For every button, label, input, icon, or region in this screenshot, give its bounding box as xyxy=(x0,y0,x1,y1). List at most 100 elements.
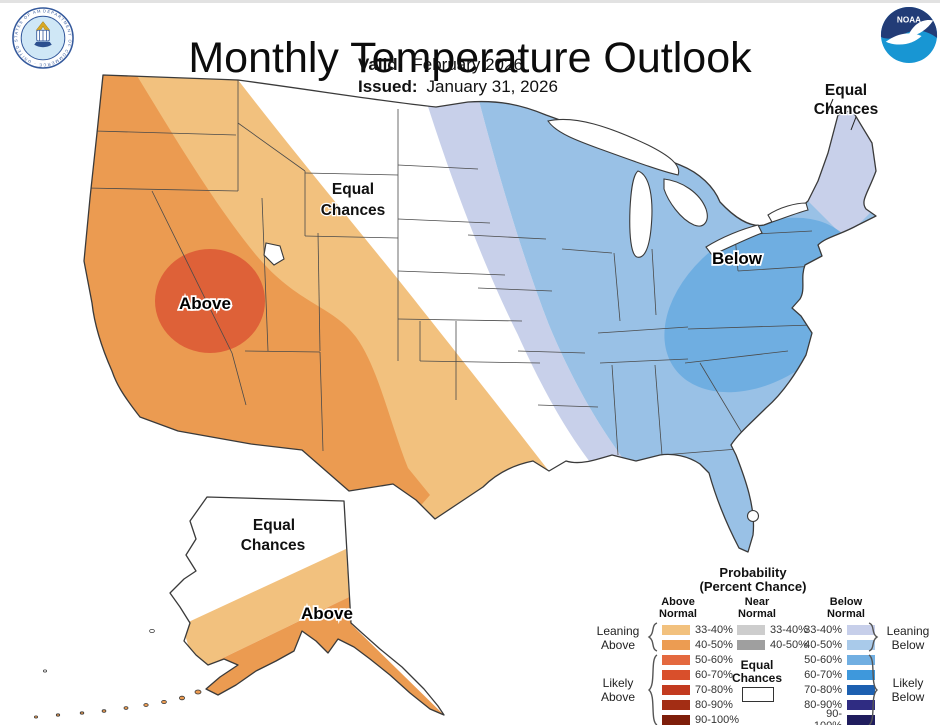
legend-swatch xyxy=(662,624,690,635)
region-below-33-40-band xyxy=(425,97,622,467)
valid-label: Valid: xyxy=(358,55,404,74)
legend-equal-chances-line1: Equal xyxy=(740,658,774,672)
label-ak-above: Above xyxy=(301,604,353,623)
legend-row: 50-60% xyxy=(800,652,875,667)
noaa-logo-text: NOAA xyxy=(897,15,921,24)
legend-row: 90-100% xyxy=(662,712,739,725)
label-equal-chances-west-line1: Equal xyxy=(332,181,374,198)
curly-brace-leaning-below xyxy=(868,622,879,652)
legend-row: 60-70% xyxy=(662,667,739,682)
legend-row: 33-40% xyxy=(662,622,739,637)
legend-range-label: 60-70% xyxy=(695,668,733,681)
legend-swatch xyxy=(662,714,690,725)
noaa-icon: NOAA xyxy=(880,6,938,64)
outlook-map: Equal Chances Above Below Equal Chances … xyxy=(34,74,880,719)
legend-swatch xyxy=(662,654,690,665)
noaa-logo: NOAA xyxy=(880,6,938,69)
probability-legend: Probability (Percent Chance) Above Norma… xyxy=(588,563,938,725)
legend-range-label: 40-50% xyxy=(770,638,808,651)
legend-row: 50-60% xyxy=(662,652,739,667)
legend-range-label: 90-100% xyxy=(814,707,842,725)
legend-swatch xyxy=(737,624,765,635)
legend-row: 40-50% xyxy=(737,637,808,652)
legend-header-below-line1: Below xyxy=(829,596,863,608)
legend-swatch xyxy=(662,699,690,710)
label-ak-equal-chances-line1: Equal xyxy=(253,517,295,534)
label-ak-equal-chances-line2: Chances xyxy=(241,537,306,554)
issued-line: Issued: January 31, 2026 xyxy=(358,77,558,97)
legend-row: 70-80% xyxy=(662,682,739,697)
valid-value: February 2026 xyxy=(412,55,523,74)
legend-column-above: 33-40% 40-50% 50-60% 60-70% 70-80% 80-90% 90-1… xyxy=(662,622,739,725)
legend-header-above: Above Normal xyxy=(638,596,718,620)
curly-brace-leaning-above xyxy=(647,622,658,652)
legend-title-line2: (Percent Chance) xyxy=(699,579,807,594)
state-borders xyxy=(86,80,816,456)
legend-range-label: 33-40% xyxy=(804,623,842,636)
label-equal-chances-west-line2: Chances xyxy=(321,202,386,219)
region-ak-above-33-40 xyxy=(182,549,349,671)
legend-equal-chances-label: Equal Chances xyxy=(727,659,787,685)
legend-column-below: 33-40% 40-50% 50-60% 60-70% 70-80% 80-90%90-1… xyxy=(800,622,875,725)
legend-row: 70-80% xyxy=(800,682,875,697)
legend-row: 40-50% xyxy=(662,637,739,652)
legend-header-near: Near Normal xyxy=(717,596,797,620)
legend-range-label: 40-50% xyxy=(695,638,733,651)
legend-swatch xyxy=(847,684,875,695)
legend-range-label: 80-90% xyxy=(804,698,842,711)
lake-ontario xyxy=(767,202,809,223)
legend-title: Probability (Percent Chance) xyxy=(588,566,918,594)
page-title: Monthly Temperature Outlook xyxy=(188,33,752,82)
legend-row: 60-70% xyxy=(800,667,875,682)
lake-huron xyxy=(663,178,708,227)
legend-header-below: Below Normal xyxy=(806,596,886,620)
legend-range-label: 90-100% xyxy=(695,713,740,725)
valid-line: Valid: February 2026 xyxy=(358,55,523,75)
legend-range-label: 40-50% xyxy=(804,638,842,651)
doc-seal-icon: DEPARTMENT OF COMMERCE · UNITED STATES O… xyxy=(12,7,74,69)
aleutian-islands xyxy=(34,629,202,719)
label-below-east: Below xyxy=(712,249,763,268)
legend-likely-above-label: Likely Above xyxy=(600,676,636,704)
curly-brace-likely-above xyxy=(647,654,658,725)
issued-value: January 31, 2026 xyxy=(426,77,558,96)
legend-row: 40-50% xyxy=(800,637,875,652)
issued-label: Issued: xyxy=(358,77,418,96)
curly-brace-likely-below xyxy=(868,654,879,725)
alaska-outline xyxy=(169,496,445,716)
legend-swatch xyxy=(847,654,875,665)
legend-swatch xyxy=(737,639,765,650)
legend-row: 33-40% xyxy=(800,622,875,637)
label-equal-chances-northeast-line2: Chances xyxy=(814,101,879,118)
legend-range-label: 80-90% xyxy=(695,698,733,711)
legend-likely-below-label: Likely Below xyxy=(891,676,925,704)
legend-range-label: 50-60% xyxy=(695,653,733,666)
lake-erie xyxy=(705,224,763,256)
lake-superior xyxy=(547,118,680,176)
lake-michigan xyxy=(629,170,653,258)
label-above-west: Above xyxy=(179,294,231,313)
legend-range-label: 50-60% xyxy=(804,653,842,666)
legend-header-above-line2: Normal xyxy=(659,608,697,620)
alaska-inset xyxy=(34,496,445,719)
leader-line-northeast-2 xyxy=(850,116,857,131)
legend-equal-chances-swatch xyxy=(742,687,774,702)
legend-range-label: 70-80% xyxy=(804,683,842,696)
legend-swatch xyxy=(662,684,690,695)
legend-swatch xyxy=(662,639,690,650)
legend-swatch xyxy=(847,639,875,650)
legend-leaning-above-label: Leaning Above xyxy=(596,624,640,652)
legend-equal-chances-line2: Chances xyxy=(731,671,783,685)
region-above-50-60 xyxy=(155,249,265,353)
legend-leaning-below-label: Leaning Below xyxy=(886,624,930,652)
legend-swatch xyxy=(847,714,875,725)
lake-okeechobee xyxy=(746,509,760,523)
legend-header-below-line2: Normal xyxy=(827,608,865,620)
map-labels: Equal Chances Above Below Equal Chances … xyxy=(177,81,879,625)
legend-row: 90-100% xyxy=(800,708,875,725)
doc-seal-logo: DEPARTMENT OF COMMERCE · UNITED STATES O… xyxy=(12,7,74,74)
leader-line-northeast-1 xyxy=(826,98,834,114)
legend-range-label: 70-80% xyxy=(695,683,733,696)
legend-swatch xyxy=(847,669,875,680)
